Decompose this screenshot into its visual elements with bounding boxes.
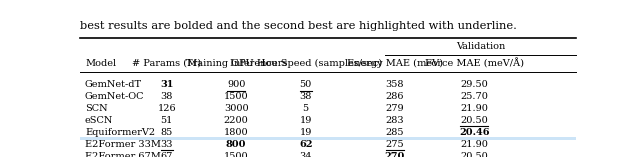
Text: 19: 19	[300, 128, 312, 137]
Text: eSCN: eSCN	[85, 116, 113, 125]
Text: 126: 126	[157, 104, 176, 113]
Text: 38: 38	[161, 92, 173, 101]
Text: Inference Speed (samples/sec): Inference Speed (samples/sec)	[230, 59, 381, 68]
Text: E2Former 67M: E2Former 67M	[85, 152, 161, 157]
Text: 275: 275	[386, 140, 404, 149]
Text: 19: 19	[300, 116, 312, 125]
Text: Force MAE (meV/Å): Force MAE (meV/Å)	[425, 59, 524, 69]
Bar	[80, 137, 576, 150]
Text: best results are bolded and the second best are highlighted with underline.: best results are bolded and the second b…	[80, 21, 517, 31]
Text: 34: 34	[300, 152, 312, 157]
Text: GemNet-OC: GemNet-OC	[85, 92, 145, 101]
Text: 279: 279	[386, 104, 404, 113]
Text: 29.50: 29.50	[460, 81, 488, 89]
Text: 283: 283	[386, 116, 404, 125]
Text: 285: 285	[386, 128, 404, 137]
Text: E2Former 33M: E2Former 33M	[85, 140, 161, 149]
Text: 2200: 2200	[224, 116, 248, 125]
Text: 21.90: 21.90	[460, 104, 488, 113]
Text: 358: 358	[386, 81, 404, 89]
Text: Energy MAE (meV): Energy MAE (meV)	[347, 59, 443, 68]
Text: 1500: 1500	[224, 92, 248, 101]
Text: Model: Model	[85, 59, 116, 68]
Text: 85: 85	[161, 128, 173, 137]
Text: 20.46: 20.46	[459, 128, 490, 137]
Text: 1500: 1500	[224, 152, 248, 157]
Text: 33: 33	[161, 140, 173, 149]
Text: Validation: Validation	[456, 42, 505, 51]
Text: GemNet-dT: GemNet-dT	[85, 81, 142, 89]
Text: 286: 286	[386, 92, 404, 101]
Text: # Params (M): # Params (M)	[132, 59, 202, 68]
Text: SCN: SCN	[85, 104, 108, 113]
Text: Training GPU Hours: Training GPU Hours	[186, 59, 287, 68]
Bar	[80, 149, 576, 157]
Text: 31: 31	[160, 81, 173, 89]
Text: 38: 38	[300, 92, 312, 101]
Text: 51: 51	[161, 116, 173, 125]
Text: 1800: 1800	[224, 128, 248, 137]
Text: 900: 900	[227, 81, 245, 89]
Text: 50: 50	[300, 81, 312, 89]
Text: EquiformerV2: EquiformerV2	[85, 128, 155, 137]
Text: 25.70: 25.70	[460, 92, 488, 101]
Text: 21.90: 21.90	[460, 140, 488, 149]
Text: 5: 5	[303, 104, 308, 113]
Text: 20.50: 20.50	[460, 152, 488, 157]
Text: 270: 270	[385, 152, 405, 157]
Text: 62: 62	[299, 140, 312, 149]
Text: 3000: 3000	[224, 104, 248, 113]
Text: 800: 800	[226, 140, 246, 149]
Text: 20.50: 20.50	[460, 116, 488, 125]
Text: 67: 67	[161, 152, 173, 157]
